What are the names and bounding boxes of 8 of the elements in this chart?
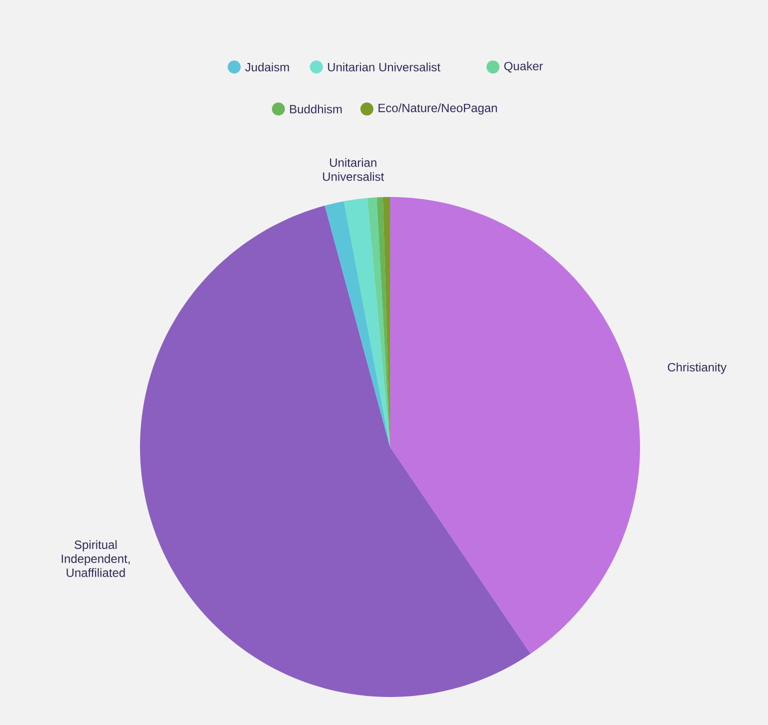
slice-label: Unitarian Universalist xyxy=(323,158,384,181)
slice-label: Spiritual Independent, Unaffiliated xyxy=(62,540,130,577)
legend-label: Quaker xyxy=(504,62,543,72)
legend-label: Buddhism xyxy=(290,104,342,114)
legend-label: Judaism xyxy=(245,62,289,72)
legend-label: Unitarian Universalist xyxy=(328,62,440,72)
legend-label: Eco/Nature/NeoPagan xyxy=(378,103,497,115)
slice-label: Christianity xyxy=(668,362,727,374)
